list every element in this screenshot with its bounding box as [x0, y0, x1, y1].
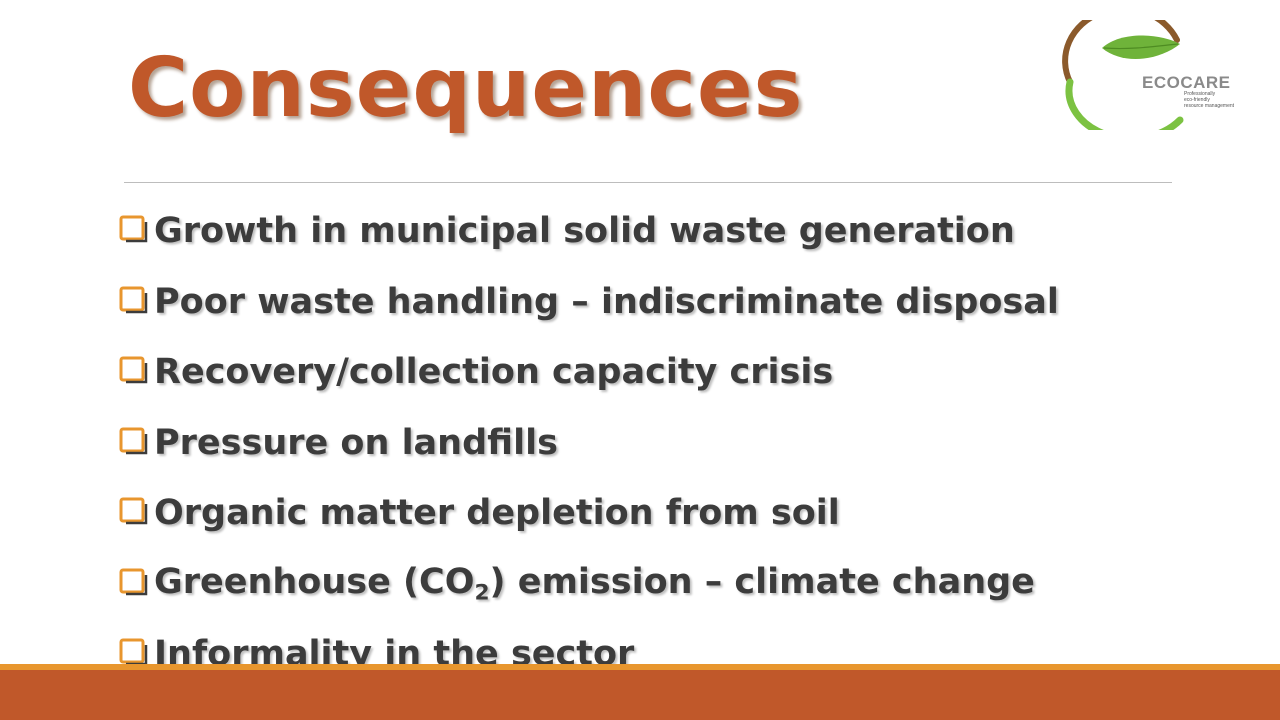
- slide-title: Consequences: [128, 41, 804, 136]
- bullet-item: Recovery/collection capacity crisis: [118, 337, 1059, 408]
- footer-accent-line: [0, 664, 1280, 670]
- bullet-text-post: ) emission – climate change: [489, 562, 1035, 602]
- bullet-text: Greenhouse (CO2) emission – climate chan…: [154, 562, 1035, 606]
- checkbox-icon: [118, 637, 148, 667]
- checkbox-icon: [118, 355, 148, 385]
- checkbox-icon: [118, 426, 148, 456]
- bullet-item: Organic matter depletion from soil: [118, 478, 1059, 549]
- checkbox-icon: [118, 567, 148, 597]
- bullet-item: Poor waste handling – indiscriminate dis…: [118, 267, 1059, 338]
- bullet-text: Organic matter depletion from soil: [154, 493, 840, 534]
- logo-tagline: Professionally eco-friendly resource man…: [1184, 91, 1264, 109]
- bullet-text-pre: Greenhouse (CO: [154, 562, 475, 602]
- bullet-item: Pressure on landfills: [118, 408, 1059, 479]
- logo-tagline-line: eco-friendly: [1184, 97, 1210, 103]
- logo-tagline-line: Professionally: [1184, 91, 1216, 97]
- bullet-text: Growth in municipal solid waste generati…: [154, 211, 1015, 252]
- bullet-text-subscript: 2: [474, 580, 490, 606]
- bullet-text: Pressure on landfills: [154, 422, 558, 463]
- footer-band: [0, 670, 1280, 720]
- checkbox-icon: [118, 496, 148, 526]
- bullet-list: Growth in municipal solid waste generati…: [118, 196, 1059, 690]
- bullet-item: Greenhouse (CO2) emission – climate chan…: [118, 549, 1059, 620]
- checkbox-icon: [118, 214, 148, 244]
- bullet-text: Recovery/collection capacity crisis: [154, 352, 834, 393]
- logo-wordmark: ECOCARE: [1142, 73, 1231, 92]
- checkbox-icon: [118, 285, 148, 315]
- title-divider: [124, 182, 1172, 183]
- bullet-text: Poor waste handling – indiscriminate dis…: [154, 281, 1059, 322]
- logo-tagline-line: resource management: [1184, 103, 1235, 109]
- ecocare-logo: ECOCARE Professionally eco-friendly reso…: [1062, 5, 1264, 143]
- bullet-item: Growth in municipal solid waste generati…: [118, 196, 1059, 267]
